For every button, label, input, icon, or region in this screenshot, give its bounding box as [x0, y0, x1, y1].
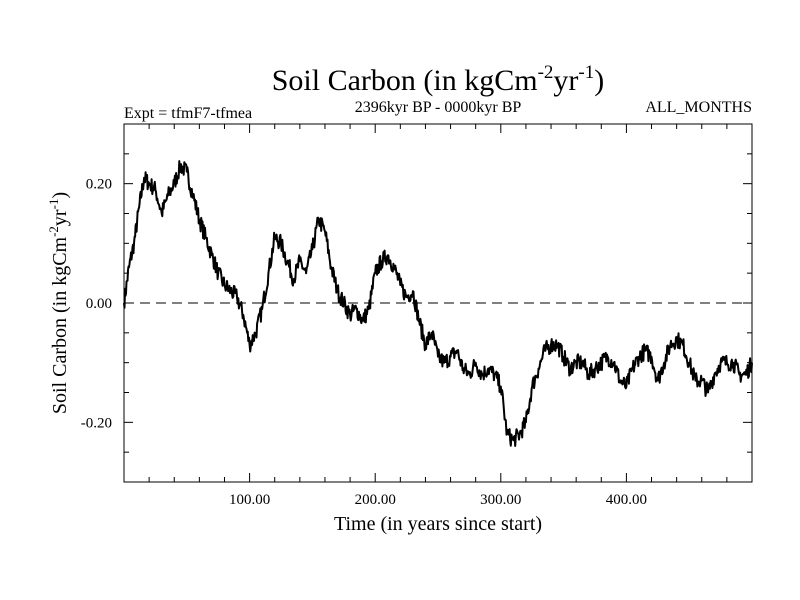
y-tick-label: -0.20	[81, 415, 112, 431]
y-tick-label: 0.00	[86, 296, 112, 312]
x-tick-label: 100.00	[229, 492, 270, 508]
experiment-label: Expt = tfmF7-tfmea	[124, 105, 252, 122]
y-axis-label: Soil Carbon (in kgCm-2yr-1)	[46, 192, 71, 414]
period-label: 2396kyr BP - 0000kyr BP	[355, 99, 522, 116]
series-group	[123, 160, 753, 447]
x-tick-label: 400.00	[606, 492, 647, 508]
x-tick-label: 200.00	[355, 492, 396, 508]
months-label: ALL_MONTHS	[645, 99, 752, 116]
chart-title: Soil Carbon (in kgCm-2yr-1)	[272, 62, 605, 97]
x-tick-label: 300.00	[480, 492, 521, 508]
x-axis-ticks: 100.00 200.00 300.00 400.00	[148, 124, 728, 508]
series-line	[123, 160, 753, 447]
x-axis-label: Time (in years since start)	[334, 513, 542, 535]
y-tick-label: 0.20	[86, 177, 112, 193]
